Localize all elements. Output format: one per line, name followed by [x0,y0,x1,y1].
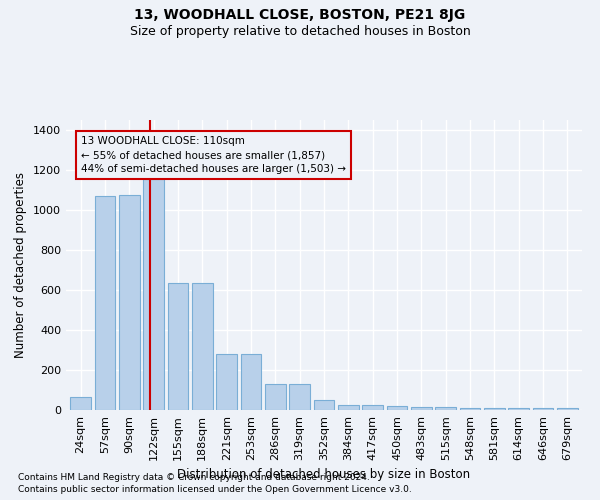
Text: Contains HM Land Registry data © Crown copyright and database right 2024.: Contains HM Land Registry data © Crown c… [18,474,370,482]
Bar [557,408,578,410]
Y-axis label: Number of detached properties: Number of detached properties [14,172,28,358]
Text: Contains public sector information licensed under the Open Government Licence v3: Contains public sector information licen… [18,485,412,494]
Bar [143,179,164,410]
Bar [119,195,140,410]
Bar [167,283,188,410]
X-axis label: Distribution of detached houses by size in Boston: Distribution of detached houses by size … [178,468,470,481]
Bar [411,407,432,410]
Bar [436,407,456,410]
Bar [386,406,407,410]
Bar [95,196,115,410]
Bar [241,354,262,410]
Bar [533,408,553,410]
Bar [192,283,212,410]
Text: 13, WOODHALL CLOSE, BOSTON, PE21 8JG: 13, WOODHALL CLOSE, BOSTON, PE21 8JG [134,8,466,22]
Bar [314,400,334,410]
Bar [362,405,383,410]
Bar [265,384,286,410]
Text: 13 WOODHALL CLOSE: 110sqm
← 55% of detached houses are smaller (1,857)
44% of se: 13 WOODHALL CLOSE: 110sqm ← 55% of detac… [81,136,346,174]
Bar [484,408,505,410]
Bar [216,354,237,410]
Bar [338,405,359,410]
Bar [508,408,529,410]
Bar [460,408,481,410]
Bar [70,397,91,410]
Bar [289,384,310,410]
Text: Size of property relative to detached houses in Boston: Size of property relative to detached ho… [130,25,470,38]
